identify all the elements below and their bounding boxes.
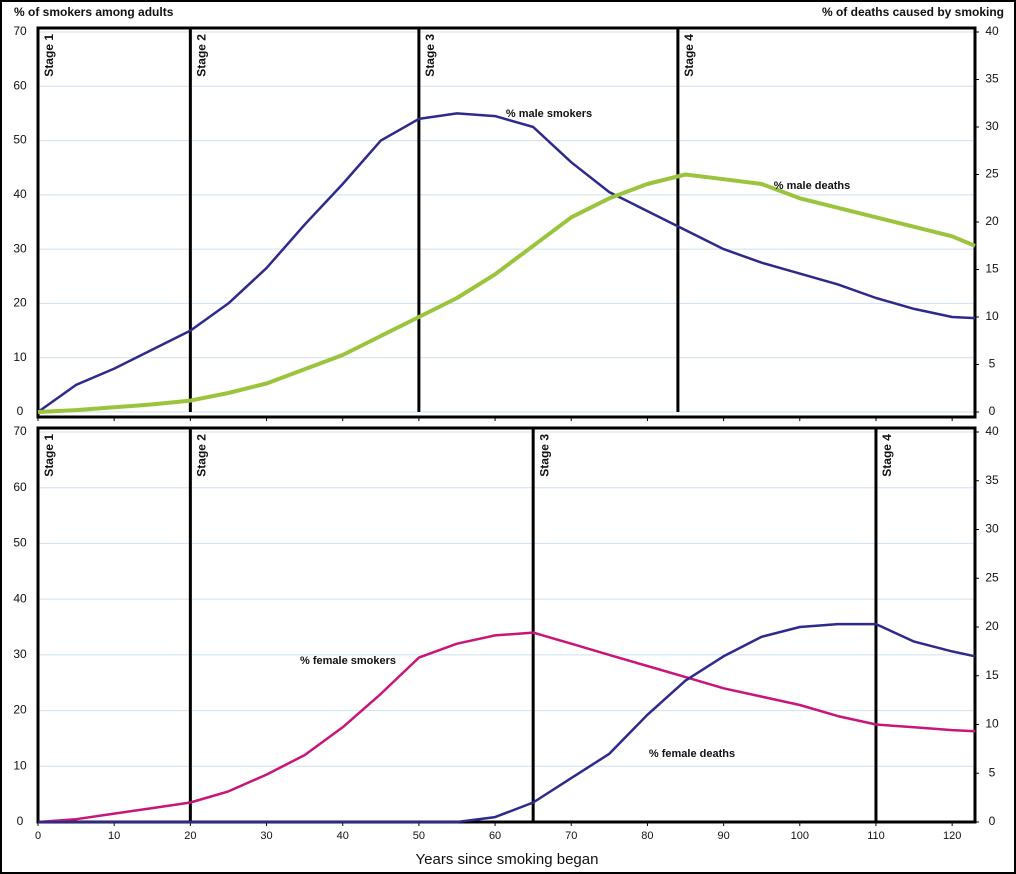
x-tick-label: 30 <box>260 830 272 842</box>
series-label: % female smokers <box>300 655 396 667</box>
y2-tick-label: 5 <box>989 357 996 371</box>
stage-label: Stage 1 <box>42 434 56 477</box>
stage-label: Stage 1 <box>42 34 56 77</box>
x-tick-label: 100 <box>791 830 809 842</box>
series-label: % male deaths <box>774 180 850 192</box>
y-tick-label: 10 <box>13 350 27 364</box>
y-tick-label: 70 <box>13 24 27 38</box>
y2-tick-label: 0 <box>989 404 996 418</box>
series-label: % female deaths <box>649 748 735 760</box>
y-tick-label: 20 <box>13 703 27 717</box>
y-tick-label: 0 <box>17 404 24 418</box>
y2-tick-label: 30 <box>985 119 999 133</box>
y-tick-label: 30 <box>13 647 27 661</box>
x-tick-label: 80 <box>641 830 653 842</box>
series-line <box>37 172 976 414</box>
x-tick-label: 120 <box>943 830 961 842</box>
series-label: % male smokers <box>506 108 592 120</box>
stage-label: Stage 2 <box>195 434 209 477</box>
y2-tick-label: 25 <box>985 167 999 181</box>
x-tick-label: 90 <box>717 830 729 842</box>
x-tick-label: 50 <box>413 830 425 842</box>
x-tick-label: 0 <box>35 830 41 842</box>
y-tick-label: 0 <box>17 814 24 828</box>
y2-tick-label: 35 <box>985 72 999 86</box>
x-tick-label: 20 <box>184 830 196 842</box>
y2-axis-title: % of deaths caused by smoking <box>822 5 1004 19</box>
x-axis-title: Years since smoking began <box>416 851 599 868</box>
y2-tick-label: 35 <box>985 473 999 487</box>
y2-tick-label: 20 <box>985 214 999 228</box>
series-line <box>38 622 976 824</box>
y2-tick-label: 15 <box>985 668 999 682</box>
y2-tick-label: 10 <box>985 309 999 323</box>
series-line <box>37 631 976 824</box>
stage-label: Stage 3 <box>537 434 551 477</box>
y-tick-label: 60 <box>13 480 27 494</box>
series-line <box>37 112 976 414</box>
y-tick-label: 50 <box>13 536 27 550</box>
y2-tick-label: 40 <box>985 424 999 438</box>
y-tick-label: 60 <box>13 78 27 92</box>
y-tick-label: 30 <box>13 241 27 255</box>
y2-tick-label: 30 <box>985 522 999 536</box>
y2-tick-label: 15 <box>985 262 999 276</box>
y-tick-label: 10 <box>13 758 27 772</box>
y2-tick-label: 10 <box>985 717 999 731</box>
x-tick-label: 110 <box>867 830 885 842</box>
y-tick-label: 50 <box>13 133 27 147</box>
y2-tick-label: 40 <box>985 24 999 38</box>
y2-tick-label: 25 <box>985 570 999 584</box>
x-tick-label: 70 <box>565 830 577 842</box>
stage-label: Stage 4 <box>682 34 696 77</box>
y-axis-title: % of smokers among adults <box>14 5 174 19</box>
y-tick-label: 20 <box>13 296 27 310</box>
y2-tick-label: 0 <box>989 814 996 828</box>
stage-label: Stage 2 <box>195 34 209 77</box>
x-tick-label: 60 <box>489 830 501 842</box>
stage-label: Stage 3 <box>423 34 437 77</box>
y-tick-label: 40 <box>13 591 27 605</box>
y-tick-label: 70 <box>13 424 27 438</box>
x-tick-label: 10 <box>108 830 120 842</box>
y-tick-label: 40 <box>13 187 27 201</box>
y2-tick-label: 5 <box>989 765 996 779</box>
y2-tick-label: 20 <box>985 619 999 633</box>
x-tick-label: 40 <box>337 830 349 842</box>
stage-label: Stage 4 <box>880 434 894 477</box>
